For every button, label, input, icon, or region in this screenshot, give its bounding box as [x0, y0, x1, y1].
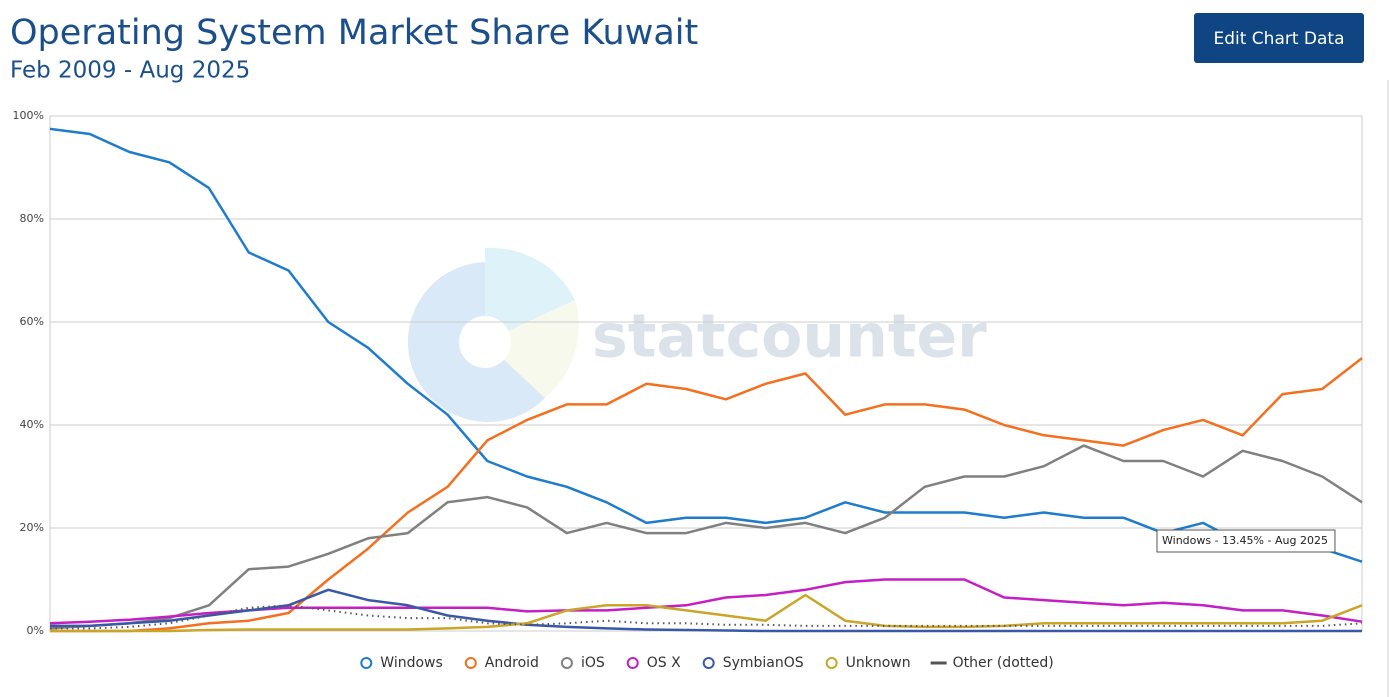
legend-swatch	[702, 657, 715, 669]
series-line	[50, 593, 1363, 633]
legend-label: Android	[485, 655, 539, 671]
y-tick-label: 80%	[20, 212, 44, 225]
legend-item: Android	[464, 655, 539, 671]
series-line	[50, 357, 1363, 633]
chart-subtitle: Feb 2009 - Aug 2025	[10, 58, 250, 84]
chart-title: Operating System Market Share Kuwait	[10, 13, 698, 53]
legend-label: OS X	[647, 655, 681, 671]
legend-item: SymbianOS	[702, 655, 804, 671]
series-line	[49, 578, 1363, 625]
series-line	[49, 444, 1363, 630]
tooltip-box	[1156, 529, 1336, 553]
legend-item: Unknown	[825, 655, 911, 671]
y-tick-label: 0%	[27, 624, 44, 637]
legend-item: Windows	[360, 655, 443, 671]
legend-label: iOS	[581, 655, 605, 671]
plot-frame	[49, 115, 1363, 632]
legend-item: Other (dotted)	[930, 655, 1054, 671]
series-line	[50, 604, 1363, 630]
legend-label: Unknown	[846, 655, 911, 671]
legend-label: Windows	[380, 655, 443, 671]
logo-hole	[459, 316, 511, 368]
tooltip: Windows - 13.45% - Aug 2025	[1156, 529, 1336, 553]
logo-piece	[485, 300, 579, 398]
legend-swatch	[560, 657, 573, 669]
legend-label: Other (dotted)	[953, 655, 1054, 671]
y-tick-label: 60%	[20, 315, 44, 328]
y-tick-label: 100%	[13, 109, 44, 122]
legend-swatch	[626, 657, 639, 669]
watermark-text: statcounter	[592, 302, 987, 372]
legend-item: OS X	[626, 655, 681, 671]
logo-piece	[485, 247, 575, 342]
legend-swatch	[825, 657, 838, 669]
tooltip-text: Windows - 13.45% - Aug 2025	[1162, 534, 1328, 547]
legend-swatch	[464, 657, 477, 669]
button-label[interactable]: Edit Chart Data	[1213, 29, 1344, 49]
edit-button[interactable]: Edit Chart Data	[1194, 13, 1364, 63]
series-line	[50, 588, 1362, 633]
legend-swatch	[360, 657, 373, 669]
series-line	[49, 127, 1363, 563]
watermark: statcounter	[407, 247, 987, 422]
legend-label: SymbianOS	[723, 655, 804, 671]
legend: Windows Android iOS OS X SymbianOS Unknown Oth…	[360, 655, 1054, 671]
button-bg[interactable]	[1194, 13, 1364, 63]
y-tick-label: 40%	[20, 418, 44, 431]
legend-item: iOS	[560, 655, 605, 671]
y-tick-label: 20%	[20, 521, 44, 534]
